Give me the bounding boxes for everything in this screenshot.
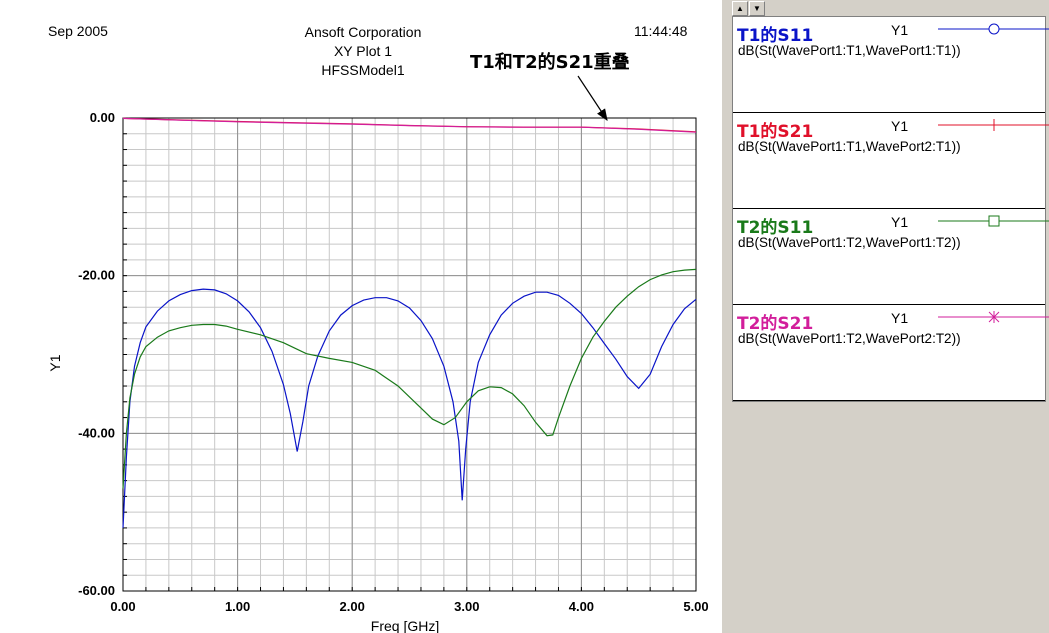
company-name: Ansoft Corporation bbox=[304, 24, 422, 40]
scroll-down-icon[interactable]: ▼ bbox=[749, 1, 765, 16]
legend-marker bbox=[988, 23, 1000, 35]
legend-entry[interactable]: T1的S11 Y1 dB(St(WavePort1:T1,WavePort1:T… bbox=[733, 17, 1049, 113]
overlap-annotation: T1和T2的S21重叠 bbox=[470, 52, 630, 73]
plot-pane: Sep 2005 Ansoft Corporation XY Plot 1 HF… bbox=[0, 0, 723, 633]
legend-axis: Y1 bbox=[891, 22, 909, 38]
y-tick-labels: 0.00 -20.00 -40.00 -60.00 bbox=[78, 110, 115, 598]
y-axis-label: Y1 bbox=[47, 354, 63, 371]
legend-marker bbox=[988, 215, 1000, 227]
square-marker-icon bbox=[938, 215, 1049, 227]
model-name: HFSSModel1 bbox=[321, 62, 405, 78]
legend-name: T1的S21 bbox=[737, 122, 814, 142]
legend-entry[interactable]: T2的S11 Y1 dB(St(WavePort1:T2,WavePort1:T… bbox=[733, 209, 1049, 305]
x-tick-label: 3.00 bbox=[454, 599, 479, 614]
axis-ticks bbox=[122, 117, 697, 592]
grid-minor bbox=[122, 117, 697, 592]
legend-axis: Y1 bbox=[891, 214, 909, 230]
x-tick-label: 0.00 bbox=[110, 599, 135, 614]
circle-marker-icon bbox=[938, 23, 1049, 35]
series-line bbox=[122, 288, 697, 528]
legend-scroll-buttons: ▲ ▼ bbox=[732, 1, 765, 16]
legend-expression: dB(St(WavePort1:T1,WavePort2:T1)) bbox=[738, 139, 961, 154]
x-tick-labels: 0.00 1.00 2.00 3.00 4.00 5.00 bbox=[110, 599, 708, 614]
scroll-up-icon[interactable]: ▲ bbox=[732, 1, 748, 16]
legend-entry[interactable]: T2的S21 Y1 dB(St(WavePort1:T2,WavePort2:T… bbox=[733, 305, 1049, 401]
star-marker-icon bbox=[938, 311, 1049, 323]
plot-time: 11:44:48 bbox=[634, 23, 688, 39]
x-axis-label: Freq [GHz] bbox=[371, 618, 439, 633]
series-lines bbox=[122, 117, 697, 528]
x-tick-label: 5.00 bbox=[683, 599, 708, 614]
series-line bbox=[122, 117, 697, 133]
legend-entry[interactable]: T1的S21 Y1 dB(St(WavePort1:T1,WavePort2:T… bbox=[733, 113, 1049, 209]
series-line bbox=[122, 268, 697, 489]
x-tick-label: 2.00 bbox=[340, 599, 365, 614]
pane-divider[interactable] bbox=[722, 0, 730, 633]
legend-name: T2的S21 bbox=[737, 314, 814, 334]
y-tick-label: -40.00 bbox=[78, 425, 115, 440]
legend-expression: dB(St(WavePort1:T1,WavePort1:T1)) bbox=[738, 43, 961, 58]
legend-name: T2的S11 bbox=[737, 218, 814, 238]
plot-date: Sep 2005 bbox=[48, 23, 108, 39]
y-tick-label: -60.00 bbox=[78, 583, 115, 598]
y-tick-label: -20.00 bbox=[78, 268, 115, 283]
legend-name: T1的S11 bbox=[737, 26, 814, 46]
x-tick-label: 4.00 bbox=[569, 599, 594, 614]
xy-plot[interactable]: 0.00 1.00 2.00 3.00 4.00 5.00 0.00 -20.00 -40.0… bbox=[0, 0, 722, 633]
legend-expression: dB(St(WavePort1:T2,WavePort2:T2)) bbox=[738, 331, 961, 346]
plot-name: XY Plot 1 bbox=[333, 43, 393, 59]
x-tick-label: 1.00 bbox=[225, 599, 250, 614]
legend-list: T1的S11 Y1 dB(St(WavePort1:T1,WavePort1:T… bbox=[732, 16, 1049, 402]
y-tick-label: 0.00 bbox=[90, 110, 115, 125]
legend-pane: ▲ ▼ T1的S11 Y1 dB(St(WavePort1:T1,WavePor… bbox=[730, 0, 1049, 633]
annotation-arrow bbox=[577, 75, 608, 122]
legend-axis: Y1 bbox=[891, 310, 909, 326]
plot-header: Ansoft Corporation XY Plot 1 HFSSModel1 bbox=[213, 23, 513, 80]
tick-marker-icon bbox=[938, 119, 1049, 131]
legend-axis: Y1 bbox=[891, 118, 909, 134]
legend-expression: dB(St(WavePort1:T2,WavePort1:T2)) bbox=[738, 235, 961, 250]
